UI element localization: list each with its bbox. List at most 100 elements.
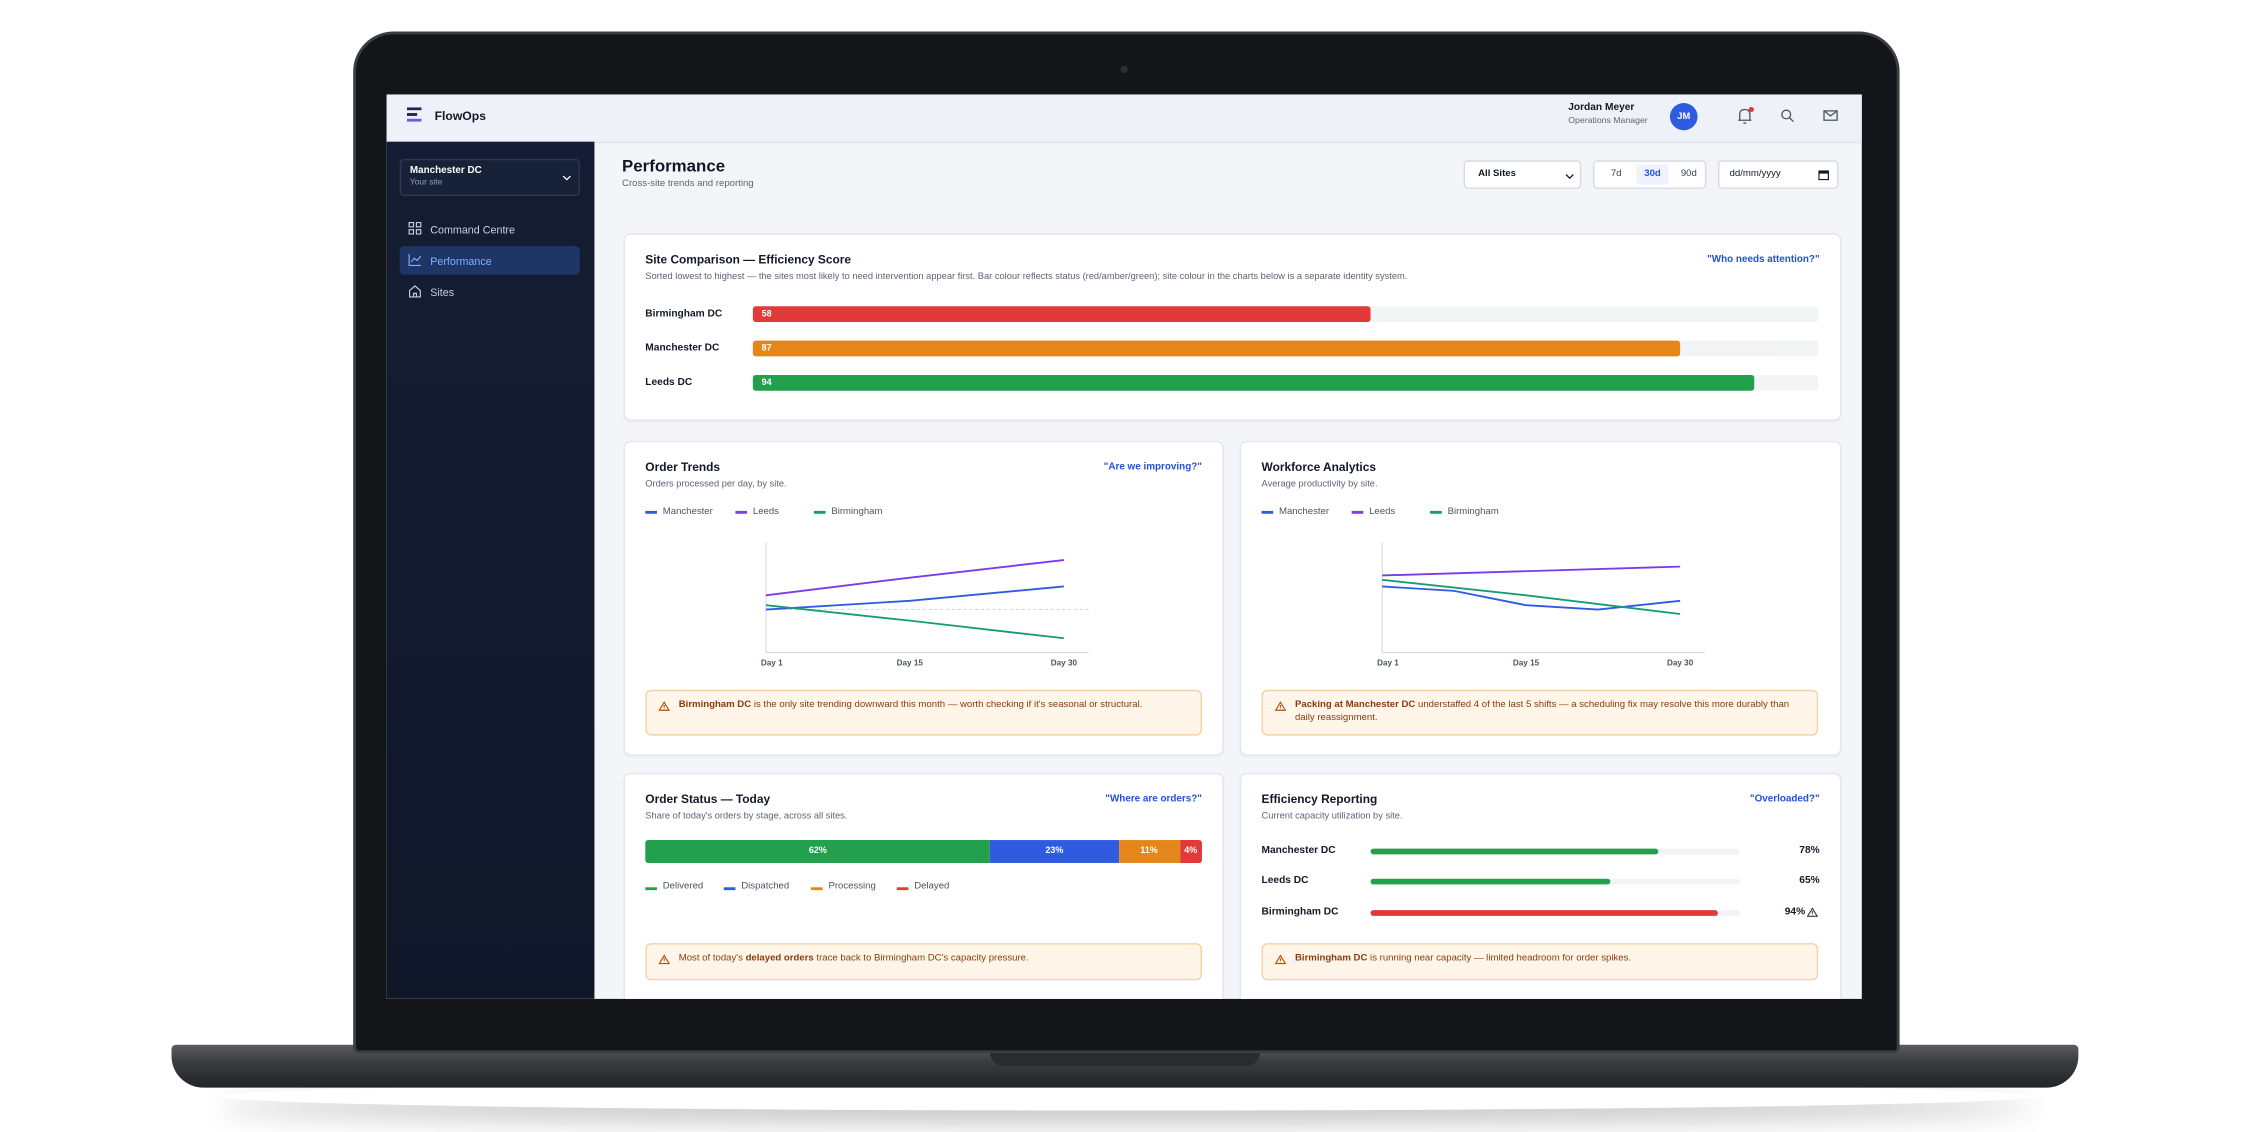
sidebar: Manchester DC Your site Command Centre Pe…	[386, 141, 595, 999]
bar-segment: 4%	[1179, 840, 1202, 863]
page-subtitle: Cross-site trends and reporting	[622, 178, 754, 189]
card-title: Efficiency Reporting	[1261, 792, 1378, 806]
card-title: Site Comparison — Efficiency Score	[645, 253, 851, 267]
bar	[1370, 909, 1718, 916]
warning-icon	[1806, 906, 1819, 917]
card-title: Order Trends	[645, 460, 721, 474]
series-line	[1382, 565, 1681, 577]
legend-label: Leeds	[752, 506, 779, 517]
site-filter-value: All Sites	[1478, 168, 1516, 179]
range-option[interactable]: 7d	[1610, 168, 1622, 179]
row-value: 78%	[1799, 845, 1820, 856]
search-button[interactable]	[1779, 107, 1796, 124]
logo-icon	[406, 107, 422, 122]
alert: Birmingham DC is running near capacity —…	[1261, 943, 1819, 981]
bar-label: Birmingham DC	[645, 309, 723, 320]
card-subtitle: Current capacity utilization by site.	[1261, 811, 1403, 822]
bar-value: 87	[761, 342, 772, 353]
date-input[interactable]: dd/mm/yyyy	[1717, 160, 1839, 189]
main: Performance Cross-site trends and report…	[594, 142, 1861, 999]
segment-label: 23%	[1045, 845, 1064, 856]
page-title: Performance	[622, 157, 726, 177]
card-question[interactable]: "Who needs attention?"	[1707, 254, 1820, 265]
legend-label: Birmingham	[831, 506, 883, 517]
legend-swatch	[1351, 510, 1364, 514]
user-role: Operations Manager	[1568, 117, 1648, 126]
legend-swatch	[645, 510, 657, 514]
nav-item[interactable]: Command Centre	[400, 215, 580, 244]
icon-part	[415, 221, 422, 228]
bar: 58	[752, 306, 1371, 322]
card-title: Order Status — Today	[645, 792, 771, 806]
row-value: 65%	[1799, 875, 1820, 886]
icon-part	[408, 285, 421, 298]
card-question[interactable]: "Where are orders?"	[1105, 794, 1202, 805]
legend-label: Birmingham	[1447, 506, 1499, 517]
site-filter[interactable]: All Sites	[1463, 160, 1582, 189]
screen: FlowOps Jordan Meyer Operations Manager …	[386, 94, 1862, 999]
legend-label: Manchester	[662, 506, 713, 517]
row-value: 94%	[1784, 907, 1806, 918]
x-tick-label: Day 30	[1667, 659, 1694, 668]
efficiency-card: Efficiency Reporting Current capacity ut…	[1239, 772, 1842, 999]
nav-icon	[408, 285, 421, 298]
bar: 87	[752, 340, 1680, 357]
top-bar	[386, 94, 1862, 144]
legend-label: Dispatched	[741, 881, 790, 892]
nav-item[interactable]: Performance	[399, 246, 580, 275]
nav-item[interactable]: Sites	[400, 278, 580, 307]
range-option[interactable]: 30d	[1636, 164, 1669, 185]
legend-label: Processing	[828, 881, 876, 892]
legend-swatch	[810, 887, 823, 890]
warning-icon	[658, 954, 671, 965]
icon-part	[408, 254, 422, 267]
row-label: Manchester DC	[1261, 845, 1336, 856]
nav-icon	[408, 221, 422, 235]
bar	[1370, 847, 1659, 854]
nav-icon	[408, 254, 422, 267]
x-tick-label: Day 1	[761, 659, 783, 668]
warning-triangle	[658, 701, 671, 711]
avatar[interactable]: JM	[1669, 103, 1698, 131]
legend-swatch	[1430, 510, 1442, 514]
bar-label: Leeds DC	[645, 377, 693, 388]
card-subtitle: Share of today's orders by stage, across…	[645, 811, 848, 822]
alert-text: Most of today's	[678, 953, 746, 964]
alert: Most of today's delayed orders trace bac…	[645, 943, 1202, 981]
user-name: Jordan Meyer	[1568, 103, 1635, 114]
legend-label: Leeds	[1369, 506, 1396, 517]
segment-label: 11%	[1140, 845, 1158, 856]
range-toggle: 7d 30d 90d	[1592, 160, 1707, 189]
card-question[interactable]: "Overloaded?"	[1749, 794, 1820, 805]
alert-strong: delayed orders	[745, 953, 814, 964]
site-caption: Your site	[409, 178, 443, 188]
series-line	[765, 585, 1064, 611]
alert-strong: Birmingham DC	[678, 699, 752, 710]
mail-button[interactable]	[1823, 107, 1840, 124]
bar-segment: 23%	[990, 840, 1119, 863]
chevron	[562, 175, 571, 181]
icon-part	[408, 229, 415, 235]
site-comparison-card: Site Comparison — Efficiency Score Sorte…	[623, 233, 1842, 421]
alert-strong: Packing at Manchester DC	[1294, 699, 1416, 710]
chevron	[1565, 174, 1574, 180]
alert: Birmingham DC is the only site trending …	[645, 689, 1202, 736]
legend-swatch	[1261, 510, 1274, 514]
card-question[interactable]: "Are we improving?"	[1103, 462, 1202, 473]
date-placeholder: dd/mm/yyyy	[1729, 168, 1781, 179]
row-label: Birmingham DC	[1261, 907, 1339, 918]
alert: Packing at Manchester DC understaffed 4 …	[1261, 689, 1819, 736]
range-option[interactable]: 90d	[1680, 168, 1697, 179]
x-tick-label: Day 1	[1377, 659, 1399, 668]
site-selector[interactable]: Manchester DC Your site	[399, 158, 580, 197]
notifications-button[interactable]	[1735, 106, 1755, 126]
segment-label: 62%	[808, 845, 827, 856]
order-trends-card: Order Trends Orders processed per day, b…	[623, 440, 1224, 756]
warning-icon	[1274, 701, 1287, 711]
alert-text: trace back to Birmingham DC's capacity p…	[813, 953, 1029, 964]
x-tick-label: Day 30	[1051, 659, 1078, 668]
legend-swatch	[645, 887, 657, 890]
calendar-icon	[1818, 170, 1829, 181]
